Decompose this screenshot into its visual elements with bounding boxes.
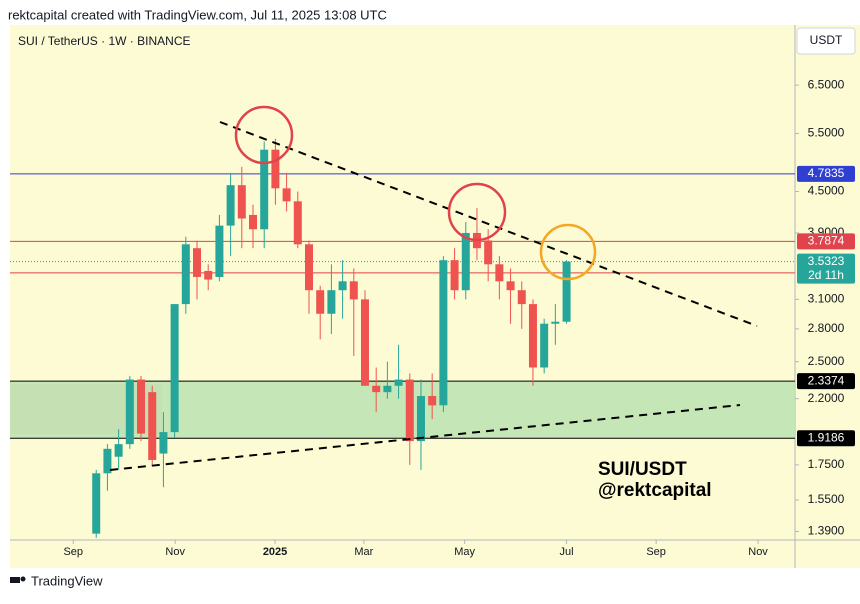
- candle-body: [260, 149, 269, 230]
- tradingview-logo: [10, 576, 26, 583]
- x-tick-label: May: [454, 546, 475, 558]
- candle-body: [383, 385, 392, 393]
- candle-body: [215, 225, 224, 277]
- x-tick-label: 2025: [263, 546, 287, 558]
- y-tick-label: 2.5000: [808, 354, 845, 368]
- candle-body: [204, 270, 213, 280]
- x-tick-label: Sep: [63, 546, 83, 558]
- footer-brand: TradingView: [31, 573, 103, 588]
- upper-trendline: [219, 121, 758, 327]
- time-axis-area: [10, 540, 860, 568]
- x-tick-label: Sep: [646, 546, 666, 558]
- candle-body: [92, 473, 101, 534]
- price-label: 3.5323: [808, 254, 845, 268]
- price-label-box: [797, 165, 855, 182]
- x-tick-label: Jul: [560, 546, 574, 558]
- candle-body: [193, 248, 202, 277]
- y-tick-label: 1.3900: [808, 524, 845, 538]
- candle-body: [282, 188, 291, 202]
- x-tick-label: Mar: [354, 546, 373, 558]
- price-label: 3.7874: [808, 234, 845, 248]
- y-tick-label: 1.7500: [808, 457, 845, 471]
- price-label-box: [797, 430, 855, 447]
- candle-body: [237, 185, 246, 219]
- header: rektcapital created with TradingView.com…: [8, 7, 387, 22]
- candle-body: [170, 304, 179, 433]
- plot-area: [10, 25, 795, 540]
- candle-body: [125, 379, 134, 445]
- price-label: 4.7835: [808, 166, 845, 180]
- candle-body: [226, 185, 235, 226]
- y-tick-label: 1.5500: [808, 492, 845, 506]
- candle-body: [416, 396, 425, 442]
- candle-body: [428, 396, 437, 406]
- candle-body: [137, 379, 146, 434]
- logo-shape: [20, 576, 26, 582]
- candle-body: [349, 281, 358, 300]
- candle-body: [181, 244, 190, 305]
- candle-body: [540, 323, 549, 368]
- x-tick-label: Nov: [748, 546, 768, 558]
- candle-body: [528, 304, 537, 368]
- y-tick-label: 6.5000: [808, 77, 845, 91]
- x-tick-label: Nov: [165, 546, 185, 558]
- candle-body: [506, 281, 515, 291]
- price-label-box: [797, 233, 855, 250]
- price-label-box: [797, 373, 855, 390]
- candle-body: [551, 321, 560, 324]
- candle-body: [338, 281, 347, 291]
- rejection-circle: [234, 105, 294, 165]
- candle-body: [316, 290, 325, 314]
- y-tick-label: 2.2000: [808, 391, 845, 405]
- candle-body: [249, 214, 258, 230]
- lower-trendline: [109, 404, 741, 471]
- logo-shape: [10, 577, 20, 583]
- candle-body: [271, 149, 280, 189]
- chart-title: SUI / TetherUS · 1W · BINANCE: [18, 34, 190, 48]
- countdown-label: 2d 11h: [808, 268, 844, 282]
- candle-body: [484, 240, 493, 265]
- candle-body: [148, 392, 157, 460]
- candle-body: [360, 299, 369, 386]
- breakout-circle: [539, 223, 597, 281]
- candle-body: [461, 232, 470, 291]
- price-label-box: [797, 253, 855, 284]
- y-tick-label: 4.5000: [808, 184, 845, 198]
- candle-body: [450, 260, 459, 291]
- candle-body: [562, 261, 571, 322]
- currency: USDT: [810, 33, 843, 47]
- candle-body: [439, 260, 448, 406]
- candle-body: [103, 448, 112, 474]
- candle-body: [293, 201, 302, 245]
- candle-body: [394, 379, 403, 386]
- currency-box: [796, 27, 856, 55]
- rejection-circle: [447, 182, 507, 242]
- y-tick-label: 5.5000: [808, 126, 845, 140]
- watermark-author: @rektcapital: [598, 480, 712, 501]
- watermark-pair: SUI/USDT: [598, 459, 687, 480]
- candle-body: [159, 432, 168, 454]
- candle-body: [405, 379, 414, 442]
- candle-body: [372, 385, 381, 393]
- candle-body: [517, 290, 526, 305]
- candle-body: [304, 244, 313, 291]
- price-label: 2.3374: [808, 373, 845, 387]
- candle-body: [114, 444, 123, 457]
- y-tick-label: 3.1000: [808, 292, 845, 306]
- candle-body: [327, 290, 336, 314]
- candle-body: [495, 264, 504, 282]
- price-label: 1.9186: [808, 430, 845, 444]
- y-tick-label: 2.8000: [808, 321, 845, 335]
